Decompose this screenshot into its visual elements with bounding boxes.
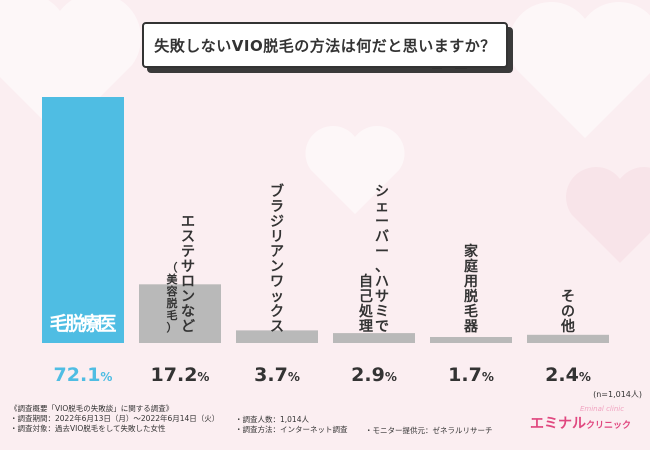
title-underline-dash	[455, 67, 467, 69]
bar-3	[333, 333, 415, 343]
category-label-4-0: 家庭用脱毛器	[463, 243, 479, 335]
survey-footer-2: ・調査人数：1,014人 ・調査方法：インターネット調査	[235, 415, 348, 435]
value-label-3: 2.9%	[351, 364, 397, 386]
survey-method: ・調査方法：インターネット調査	[235, 425, 348, 434]
bar-0	[42, 97, 124, 343]
survey-provider: ・モニター提供元：ゼネラルリサーチ	[365, 426, 493, 435]
category-label-0-2: 脱	[65, 312, 84, 335]
title-underline-dash	[432, 67, 442, 69]
value-label-2: 3.7%	[254, 364, 300, 386]
heart-decoration-icon	[305, 126, 405, 214]
category-label-5-0: その他	[560, 289, 575, 335]
bar-2	[236, 330, 318, 343]
category-label-1-1: （美容脱毛）	[166, 261, 179, 334]
survey-heading: 《調査概要「VIO脱毛の失敗談」に関する調査》	[10, 404, 174, 413]
logo-sub: クリニック	[586, 421, 632, 431]
logo-main: エミナル	[530, 416, 586, 432]
category-label-2-0: ブラジリアンワックス	[270, 183, 284, 335]
bar-1	[139, 284, 221, 343]
brand-logo: Eminal clinic エミナルクリニック	[530, 405, 632, 433]
bar-5	[527, 334, 609, 343]
heart-decoration-icon	[0, 0, 141, 137]
survey-target: ・調査対象：過去VIO脱毛をして失敗した女性	[10, 424, 166, 433]
value-label-1: 17.2%	[151, 364, 210, 386]
value-label-4: 1.7%	[448, 364, 494, 386]
category-label-0-0: 医	[97, 313, 116, 335]
survey-footer: 《調査概要「VIO脱毛の失敗談」に関する調査》 ・調査期間：2022年6月13日…	[10, 404, 219, 434]
bar-4	[430, 337, 512, 343]
value-label-5: 2.4%	[545, 364, 591, 386]
chart-title: 失敗しないVIO脱毛の方法は何だと思いますか？	[142, 22, 508, 68]
sample-size-note: (n=1,014人)	[593, 390, 642, 399]
category-label-1-0: エステサロンなど	[181, 214, 195, 335]
heart-decoration-icon	[508, 2, 650, 138]
category-label-3-1: 自己処理	[358, 273, 374, 335]
survey-period: ・調査期間：2022年6月13日（月）～2022年6月14日（火）	[10, 414, 220, 423]
category-label-3-0: シェーバー、ハサミで	[375, 184, 389, 335]
category-label-0-3: 毛	[49, 313, 68, 335]
heart-decoration-icon	[566, 167, 650, 263]
category-label-0-1: 療	[81, 312, 101, 335]
survey-count: ・調査人数：1,014人	[235, 415, 309, 424]
value-label-0: 72.1%	[54, 364, 113, 386]
logo-script: Eminal clinic	[580, 405, 625, 413]
